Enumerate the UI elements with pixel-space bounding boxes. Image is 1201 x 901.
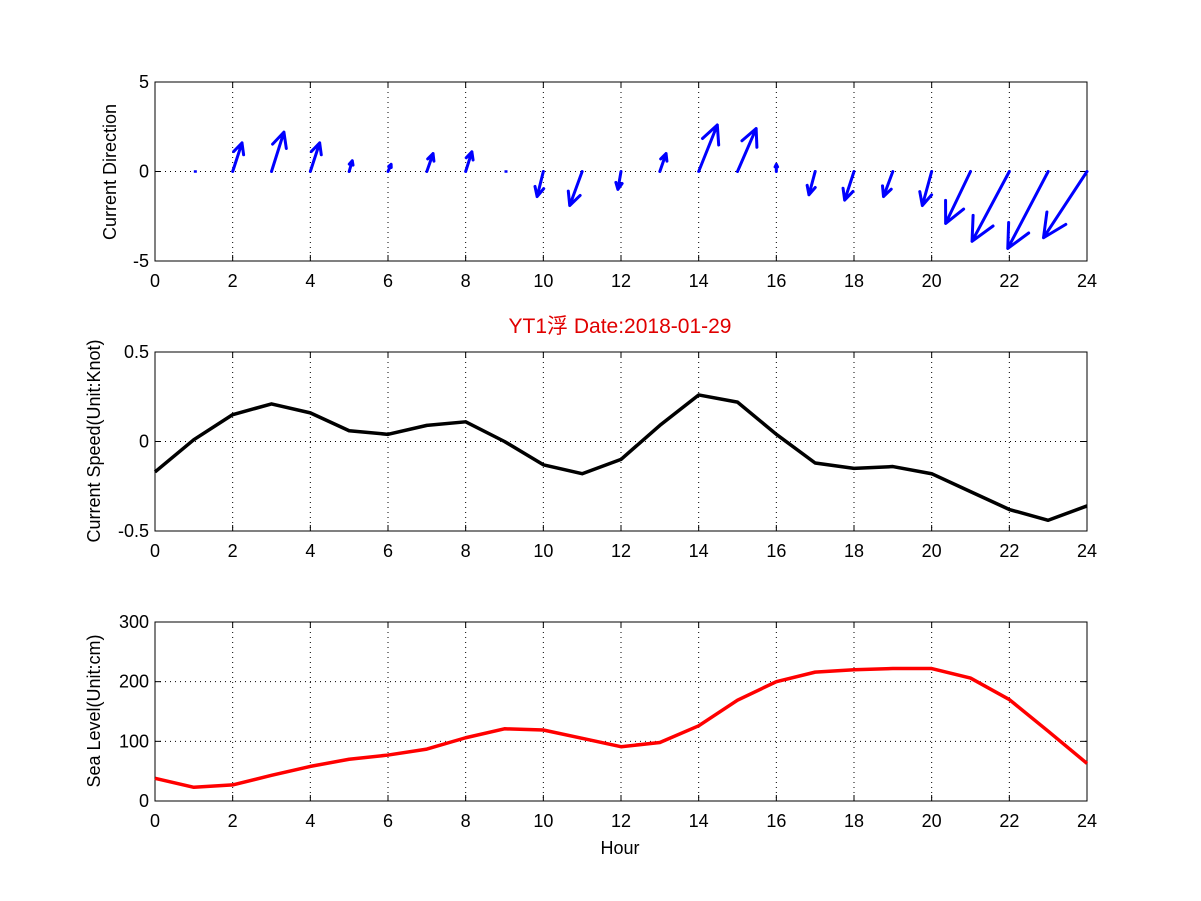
y-tick-label: 0 [139,162,149,182]
chart-title: YT1浮 Date:2018-01-29 [509,315,732,338]
x-tick-label: 0 [150,541,160,561]
x-tick-label: 24 [1077,811,1097,831]
y-tick-label: -5 [133,251,149,271]
x-tick-label: 20 [922,811,942,831]
x-tick-label: 14 [689,541,709,561]
x-tick-label: 12 [611,541,631,561]
x-tick-label: 12 [611,271,631,291]
y-tick-label: 5 [139,72,149,92]
x-tick-label: 18 [844,811,864,831]
x-tick-label: 4 [305,271,315,291]
x-tick-label: 12 [611,811,631,831]
y-axis-label-speed: Current Speed(Unit:Knot) [84,339,104,542]
x-tick-label: 8 [461,811,471,831]
x-tick-label: 18 [844,541,864,561]
x-tick-label: 0 [150,811,160,831]
direction-arrow [1042,170,1089,240]
y-tick-label: 0.5 [124,342,149,362]
direction-arrow [918,170,934,208]
x-tick-label: 24 [1077,271,1097,291]
x-tick-label: 20 [922,271,942,291]
x-tick-label: 2 [228,541,238,561]
direction-arrow [841,170,856,202]
x-tick-label: 22 [999,541,1019,561]
y-tick-label: 0 [139,791,149,811]
x-tick-label: 14 [689,271,709,291]
x-tick-label: 0 [150,271,160,291]
x-tick-label: 16 [766,541,786,561]
x-tick-label: 2 [228,811,238,831]
y-tick-label: 200 [119,672,149,692]
y-tick-label: 100 [119,731,149,751]
x-tick-label: 22 [999,811,1019,831]
y-tick-label: 300 [119,612,149,632]
direction-arrow [1006,170,1050,250]
x-tick-label: 24 [1077,541,1097,561]
current-speed-panel: 0 2 4 6 8 10 12 14 16 18 20 22 24-0.500.5 [118,342,1097,561]
y-tick-label: -0.5 [118,521,149,541]
direction-arrow [881,170,895,199]
direction-arrow [347,159,355,173]
x-tick-label: 18 [844,271,864,291]
direction-arrow [270,130,288,173]
x-tick-label: 4 [305,811,315,831]
direction-arrow [614,170,624,191]
y-axis-label-direction: Current Direction [100,104,120,240]
x-tick-label: 6 [383,271,393,291]
current-speed-line [153,393,1088,523]
x-tick-label: 6 [383,811,393,831]
direction-arrow [970,170,1011,243]
x-tick-label: 2 [228,271,238,291]
direction-arrow [773,162,780,173]
direction-arrow [658,152,669,173]
direction-arrow [944,170,972,225]
y-tick-label: 0 [139,432,149,452]
x-tick-label: 22 [999,271,1019,291]
x-tick-label: 16 [766,271,786,291]
direction-arrow [805,170,817,197]
direction-arrow [425,152,436,173]
direction-arrow [308,141,323,173]
sea-level-line [154,666,1089,790]
y-axis-label-sea-level: Sea Level(Unit:cm) [84,634,104,787]
direction-arrow [697,123,721,173]
direction-arrow [386,162,393,173]
x-axis-label: Hour [600,838,639,858]
direction-arrow [736,127,759,173]
x-tick-label: 8 [461,271,471,291]
x-tick-label: 14 [689,811,709,831]
x-tick-label: 6 [383,541,393,561]
x-tick-label: 10 [533,811,553,831]
current-direction-panel: 0 2 4 6 8 10 12 14 16 18 20 22 24-505 [133,72,1097,291]
x-tick-label: 4 [305,541,315,561]
x-tick-label: 16 [766,811,786,831]
x-tick-label: 10 [533,271,553,291]
x-tick-label: 10 [533,541,553,561]
direction-arrow [533,170,546,199]
x-tick-label: 8 [461,541,471,561]
direction-arrow [231,141,246,173]
direction-arrow [464,150,475,173]
x-tick-label: 20 [922,541,942,561]
direction-arrow [566,170,584,208]
